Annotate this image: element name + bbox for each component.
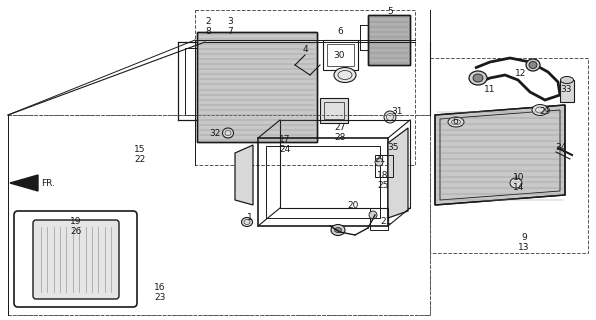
Text: 25: 25: [377, 180, 389, 189]
Text: 12: 12: [516, 68, 527, 77]
Text: 5: 5: [387, 7, 393, 17]
Ellipse shape: [529, 61, 537, 68]
Bar: [323, 40, 358, 70]
Text: 33: 33: [560, 85, 572, 94]
Ellipse shape: [448, 117, 464, 127]
Text: 7: 7: [227, 27, 233, 36]
Text: 4: 4: [302, 45, 308, 54]
Text: 26: 26: [70, 228, 82, 236]
Bar: [280, 120, 410, 208]
Text: 17: 17: [280, 135, 291, 145]
Bar: [370, 208, 388, 230]
Bar: [258, 138, 388, 226]
Text: 3: 3: [227, 18, 233, 27]
Text: 27: 27: [334, 124, 346, 132]
Bar: [320, 98, 348, 123]
Text: 1: 1: [247, 213, 253, 222]
Polygon shape: [388, 128, 408, 218]
FancyBboxPatch shape: [33, 220, 119, 299]
Ellipse shape: [532, 105, 548, 116]
Polygon shape: [435, 105, 565, 205]
Text: 34: 34: [555, 143, 567, 153]
Text: FR.: FR.: [41, 179, 55, 188]
Ellipse shape: [222, 128, 234, 138]
Text: 9: 9: [521, 234, 527, 243]
Ellipse shape: [560, 76, 573, 84]
Ellipse shape: [510, 178, 522, 188]
Text: 14: 14: [513, 183, 524, 193]
Bar: [375, 155, 393, 177]
Text: 6: 6: [337, 28, 343, 36]
Text: 20: 20: [347, 202, 359, 211]
Text: 15: 15: [134, 146, 146, 155]
Text: 21: 21: [374, 156, 386, 164]
Ellipse shape: [369, 211, 377, 219]
Ellipse shape: [469, 71, 487, 85]
Polygon shape: [10, 175, 38, 191]
Ellipse shape: [331, 225, 345, 236]
Text: 10: 10: [513, 173, 524, 182]
Bar: [560, 80, 574, 102]
Text: 19: 19: [70, 218, 82, 227]
Bar: [197, 32, 317, 142]
Bar: [266, 146, 380, 218]
Ellipse shape: [526, 59, 540, 71]
Text: 24: 24: [280, 146, 291, 155]
Text: 28: 28: [334, 133, 346, 142]
Text: 2: 2: [205, 18, 211, 27]
Ellipse shape: [241, 218, 253, 227]
Ellipse shape: [334, 228, 342, 233]
Text: 11: 11: [484, 85, 496, 94]
Bar: [368, 15, 410, 65]
Text: 23: 23: [154, 293, 166, 302]
Text: 22: 22: [134, 156, 145, 164]
Bar: [327, 44, 354, 66]
Bar: [197, 32, 317, 142]
Text: 30: 30: [333, 51, 344, 60]
Text: 6: 6: [452, 117, 458, 126]
Text: 21: 21: [380, 218, 392, 227]
Text: 13: 13: [519, 244, 530, 252]
Bar: [368, 15, 410, 65]
Text: 16: 16: [154, 284, 166, 292]
Text: 35: 35: [387, 143, 399, 153]
Ellipse shape: [334, 68, 356, 83]
Text: 29: 29: [539, 108, 551, 116]
Bar: [324, 102, 344, 119]
Ellipse shape: [384, 111, 396, 123]
Ellipse shape: [473, 74, 483, 82]
Text: 32: 32: [209, 129, 221, 138]
Polygon shape: [235, 145, 253, 205]
Ellipse shape: [375, 158, 383, 166]
Text: 8: 8: [205, 27, 211, 36]
Bar: [430, 58, 588, 253]
Text: 18: 18: [377, 171, 389, 180]
Text: 31: 31: [391, 108, 403, 116]
